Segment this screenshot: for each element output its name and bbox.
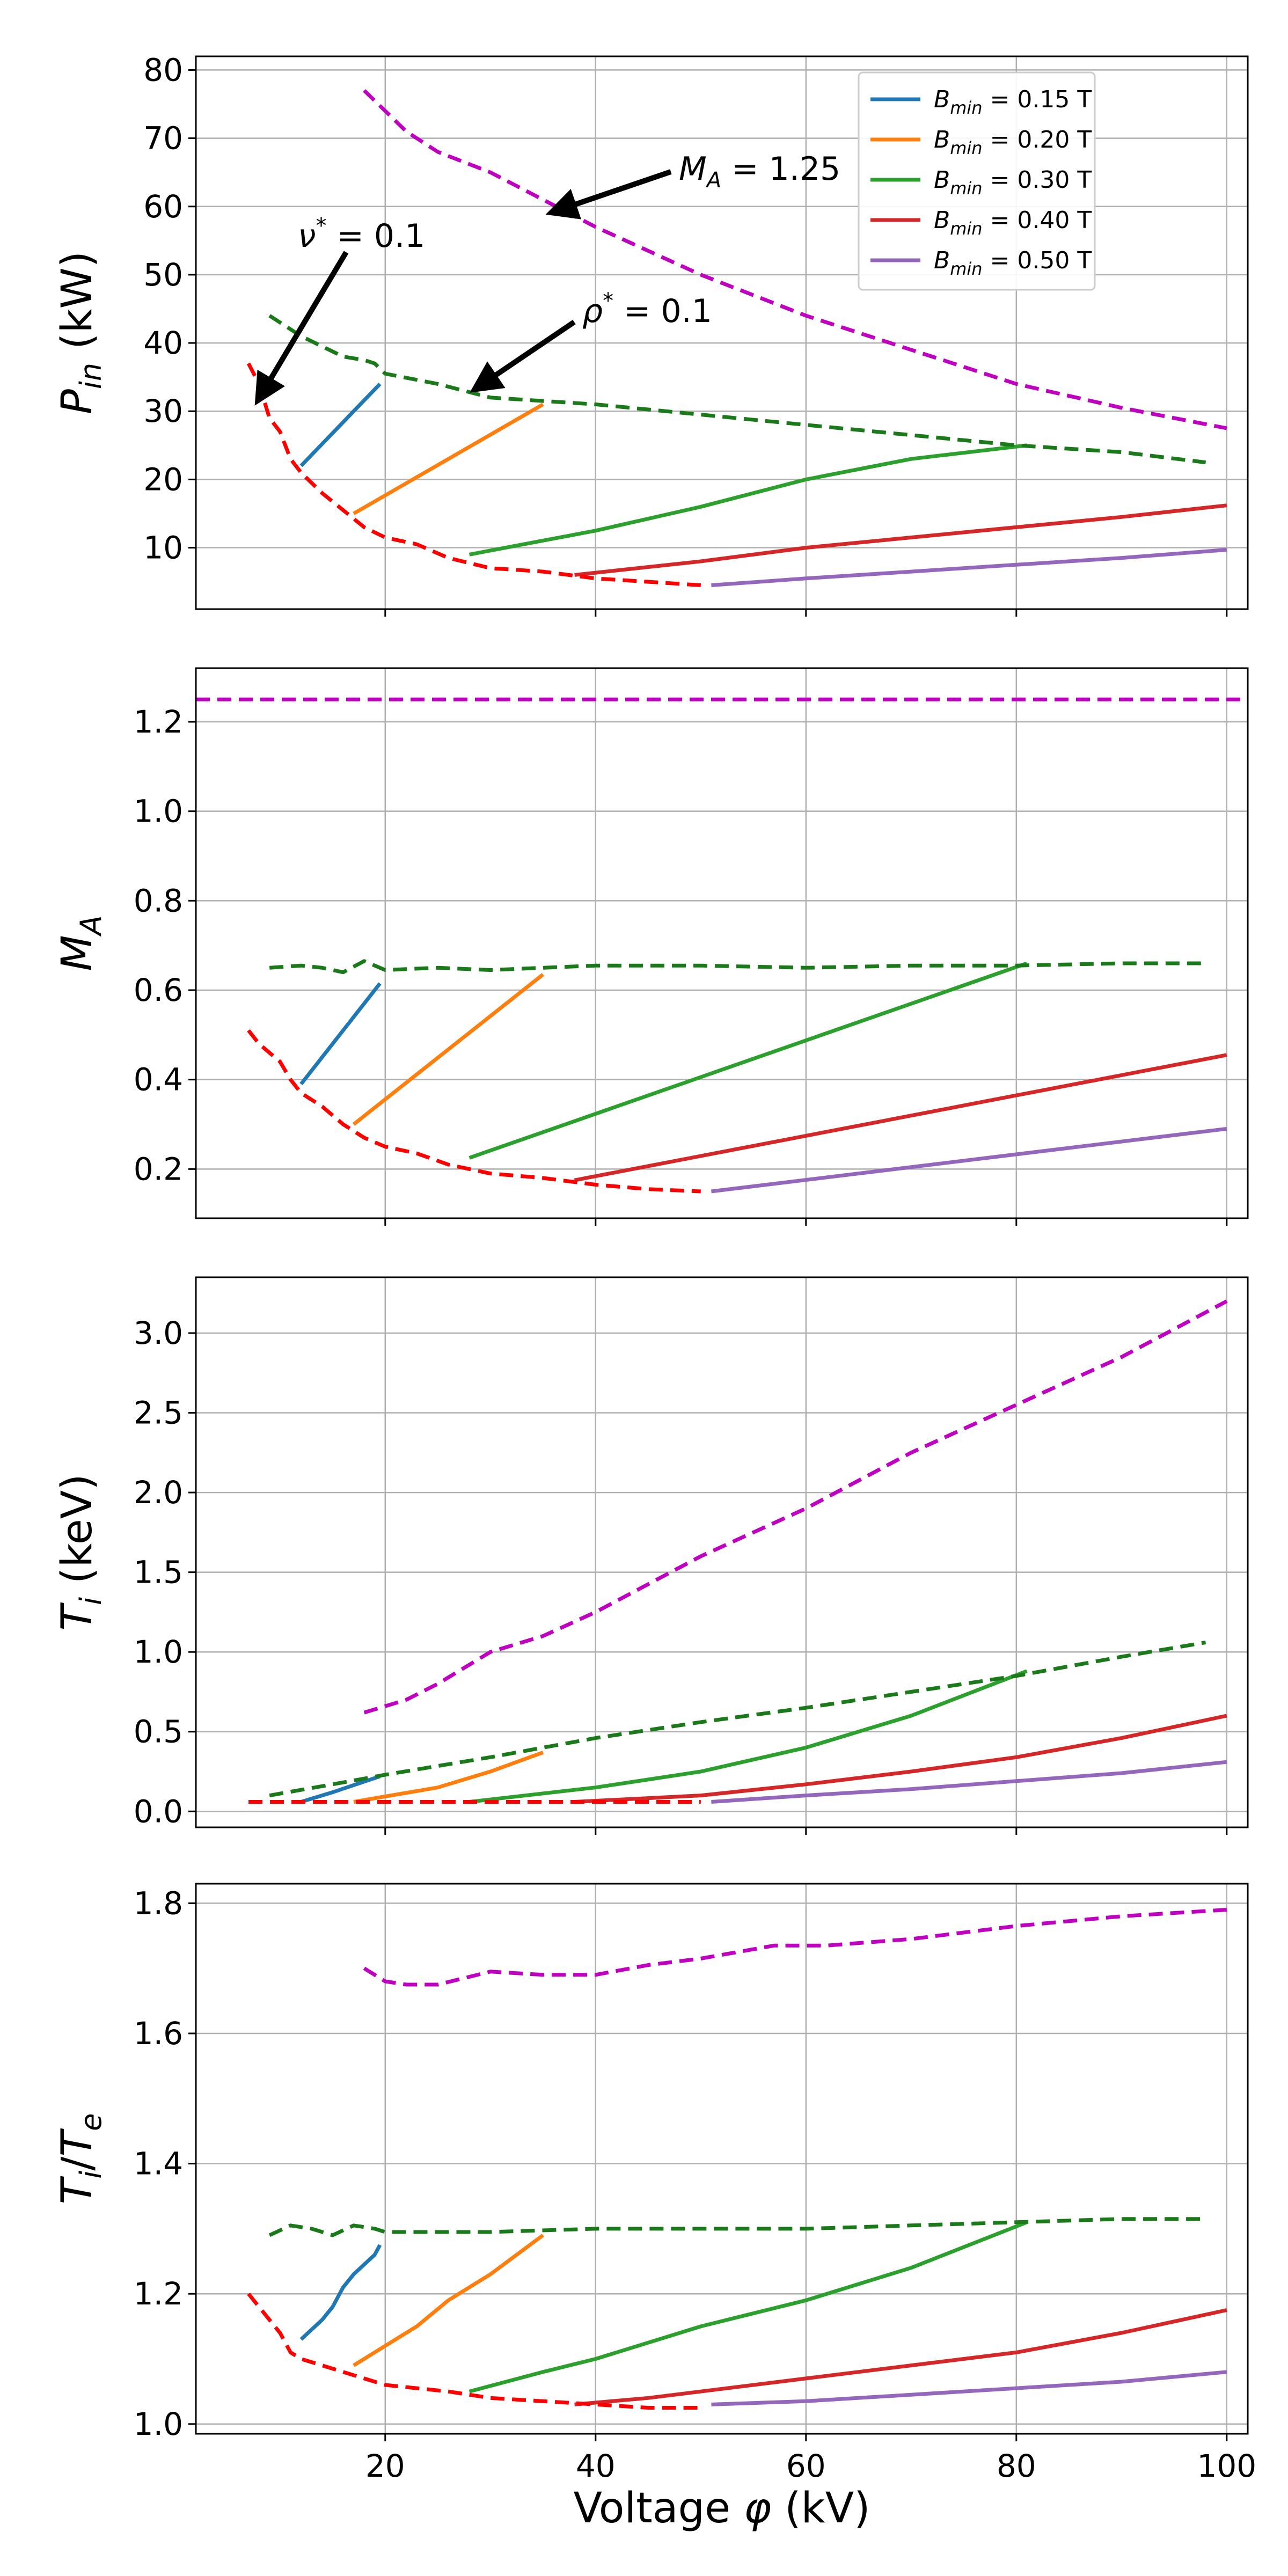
- series-group: [246, 89, 1227, 587]
- y-tick-label: 1.2: [134, 2275, 183, 2312]
- legend: Bmin = 0.15 T Bmin = 0.20 T Bmin = 0.30 T B…: [858, 71, 1096, 291]
- series-line-magenta_dashed-5: [363, 89, 1227, 430]
- series-line-b-min-0-40-t: [574, 1053, 1227, 1182]
- series-line-b-min-0-20-t: [353, 1751, 544, 1804]
- panel-power-input: 10 20 30 40 50 60 70 80 Pin (kW): [53, 52, 1249, 617]
- series-line-b-min-0-20-t: [353, 2234, 544, 2367]
- series-line-b-min-0-20-t: [352, 973, 544, 1126]
- y-tick-label: 0.4: [134, 1062, 183, 1098]
- y-tick-label: 30: [143, 393, 183, 429]
- y-tick-label: 40: [143, 325, 183, 361]
- plot-frame: [195, 1883, 1249, 2435]
- series-line-b-min-0-15-t: [299, 2244, 382, 2341]
- series-line-b-min-0-30-t: [469, 961, 1028, 1160]
- legend-box: [858, 71, 1096, 291]
- annotation-rho-arrow: [470, 319, 576, 393]
- y-tick-label: 1.2: [134, 704, 183, 740]
- series-line-red_dashed-7: [247, 2293, 701, 2410]
- series-line-b-min-0-50-t: [711, 547, 1227, 587]
- series-group: [248, 1299, 1228, 1804]
- y-tick-label: 2.5: [134, 1395, 183, 1431]
- y-tick-label: 1.0: [134, 1634, 183, 1670]
- series-line-b-min-0-15-t: [299, 982, 382, 1086]
- y-tick-label: 2.0: [134, 1474, 183, 1511]
- annotations: MA = 1.25 ν* = 0.1 ρ* = 0.1: [254, 150, 840, 406]
- series-line-b-min-0-30-t: [469, 2220, 1028, 2394]
- series-line-b-min-0-40-t: [574, 2308, 1227, 2406]
- series-line-b-min-0-30-t: [469, 443, 1027, 557]
- y-tick-label: 1.4: [134, 2146, 183, 2182]
- y-tick-label: 0.2: [134, 1151, 183, 1187]
- series-line-b-min-0-20-t: [353, 402, 544, 516]
- y-tick-label: 60: [143, 188, 183, 225]
- series-line-green_dashed-6: [268, 2217, 1206, 2237]
- legend-label: Bmin = 0.15 T: [934, 86, 1092, 118]
- y-tick-label: 0.6: [134, 972, 183, 1008]
- series-line-magenta_dashed-5: [363, 1908, 1227, 1987]
- annotation-ma-label: MA = 1.25: [679, 150, 840, 193]
- series-line-b-min-0-15-t: [300, 1774, 381, 1804]
- plot-frame: [195, 1276, 1249, 1828]
- y-axis-label: Ti (keV): [53, 1474, 108, 1630]
- y-tick-label: 1.6: [134, 2015, 183, 2052]
- legend-label: Bmin = 0.20 T: [934, 126, 1092, 158]
- annotation-rho-label: ρ* = 0.1: [582, 289, 712, 330]
- panel-ion-temperature: 0.0 0.5 1.0 1.5 2.0 2.5 3.0 Ti (keV): [53, 1276, 1249, 1835]
- x-tick-label: 60: [786, 2448, 826, 2484]
- y-tick-label: 10: [143, 530, 183, 566]
- y-tick-label: 20: [143, 461, 183, 497]
- series-line-green_dashed-6: [269, 1640, 1206, 1798]
- y-tick-label: 0.5: [134, 1714, 183, 1750]
- plot-frame: [195, 667, 1249, 1219]
- series-line-green_dashed-6: [269, 959, 1206, 975]
- annotation-nu-label: ν* = 0.1: [298, 214, 425, 255]
- y-tick-label: 0.0: [134, 1793, 183, 1829]
- y-tick-label: 1.8: [134, 1885, 183, 1921]
- annotation-nu-arrow: [254, 251, 349, 406]
- grid: [196, 668, 1248, 1218]
- grid: [196, 1884, 1248, 2434]
- x-tick-label: 100: [1197, 2448, 1256, 2484]
- y-tick-label: 1.5: [134, 1554, 183, 1591]
- y-tick-label: 0.8: [134, 882, 183, 919]
- x-tick-label: 40: [576, 2448, 616, 2484]
- series-line-b-min-0-15-t: [299, 382, 382, 467]
- y-tick-label: 80: [143, 52, 183, 88]
- legend-label: Bmin = 0.40 T: [934, 207, 1092, 239]
- y-tick-label: 1.0: [134, 793, 183, 830]
- series-line-magenta_dashed-5: [363, 1299, 1228, 1715]
- y-tick-label: 50: [143, 257, 183, 293]
- y-axis-label: Pin (kW): [53, 251, 108, 414]
- series-line-b-min-0-50-t: [711, 2370, 1227, 2406]
- panel-temperature-ratio: 1.0 1.2 1.4 1.6 1.8 20 40 60 80 100 Ti/Te: [53, 1883, 1256, 2484]
- annotation-ma-arrow: [545, 169, 672, 219]
- series-line-b-min-0-40-t: [574, 503, 1227, 577]
- plot-frame: [195, 55, 1249, 610]
- y-tick-label: 70: [143, 120, 183, 157]
- x-axis-label: Voltage φ (kV): [573, 2484, 870, 2533]
- series-line-b-min-0-50-t: [711, 1760, 1227, 1804]
- series-line-red_dashed-7: [247, 1029, 701, 1194]
- series-group: [196, 697, 1248, 1194]
- series-line-red_dashed-7: [246, 362, 701, 587]
- grid: [196, 1277, 1248, 1827]
- y-tick-label: 3.0: [134, 1315, 183, 1351]
- x-tick-label: 20: [365, 2448, 405, 2484]
- legend-label: Bmin = 0.30 T: [934, 166, 1092, 199]
- legend-label: Bmin = 0.50 T: [934, 247, 1092, 279]
- series-line-b-min-0-40-t: [574, 1714, 1227, 1804]
- series-line-b-min-0-50-t: [711, 1126, 1227, 1194]
- series-line-green_dashed-6: [268, 314, 1206, 465]
- panel-alfven-mach: 0.2 0.4 0.6 0.8 1.0 1.2 MA: [53, 667, 1249, 1226]
- y-axis-label: MA: [53, 915, 108, 971]
- series-line-b-min-0-30-t: [469, 1669, 1028, 1804]
- y-axis-label: Ti/Te: [53, 2113, 108, 2205]
- y-tick-label: 1.0: [134, 2406, 183, 2442]
- series-group: [247, 1908, 1227, 2410]
- x-tick-label: 80: [997, 2448, 1036, 2484]
